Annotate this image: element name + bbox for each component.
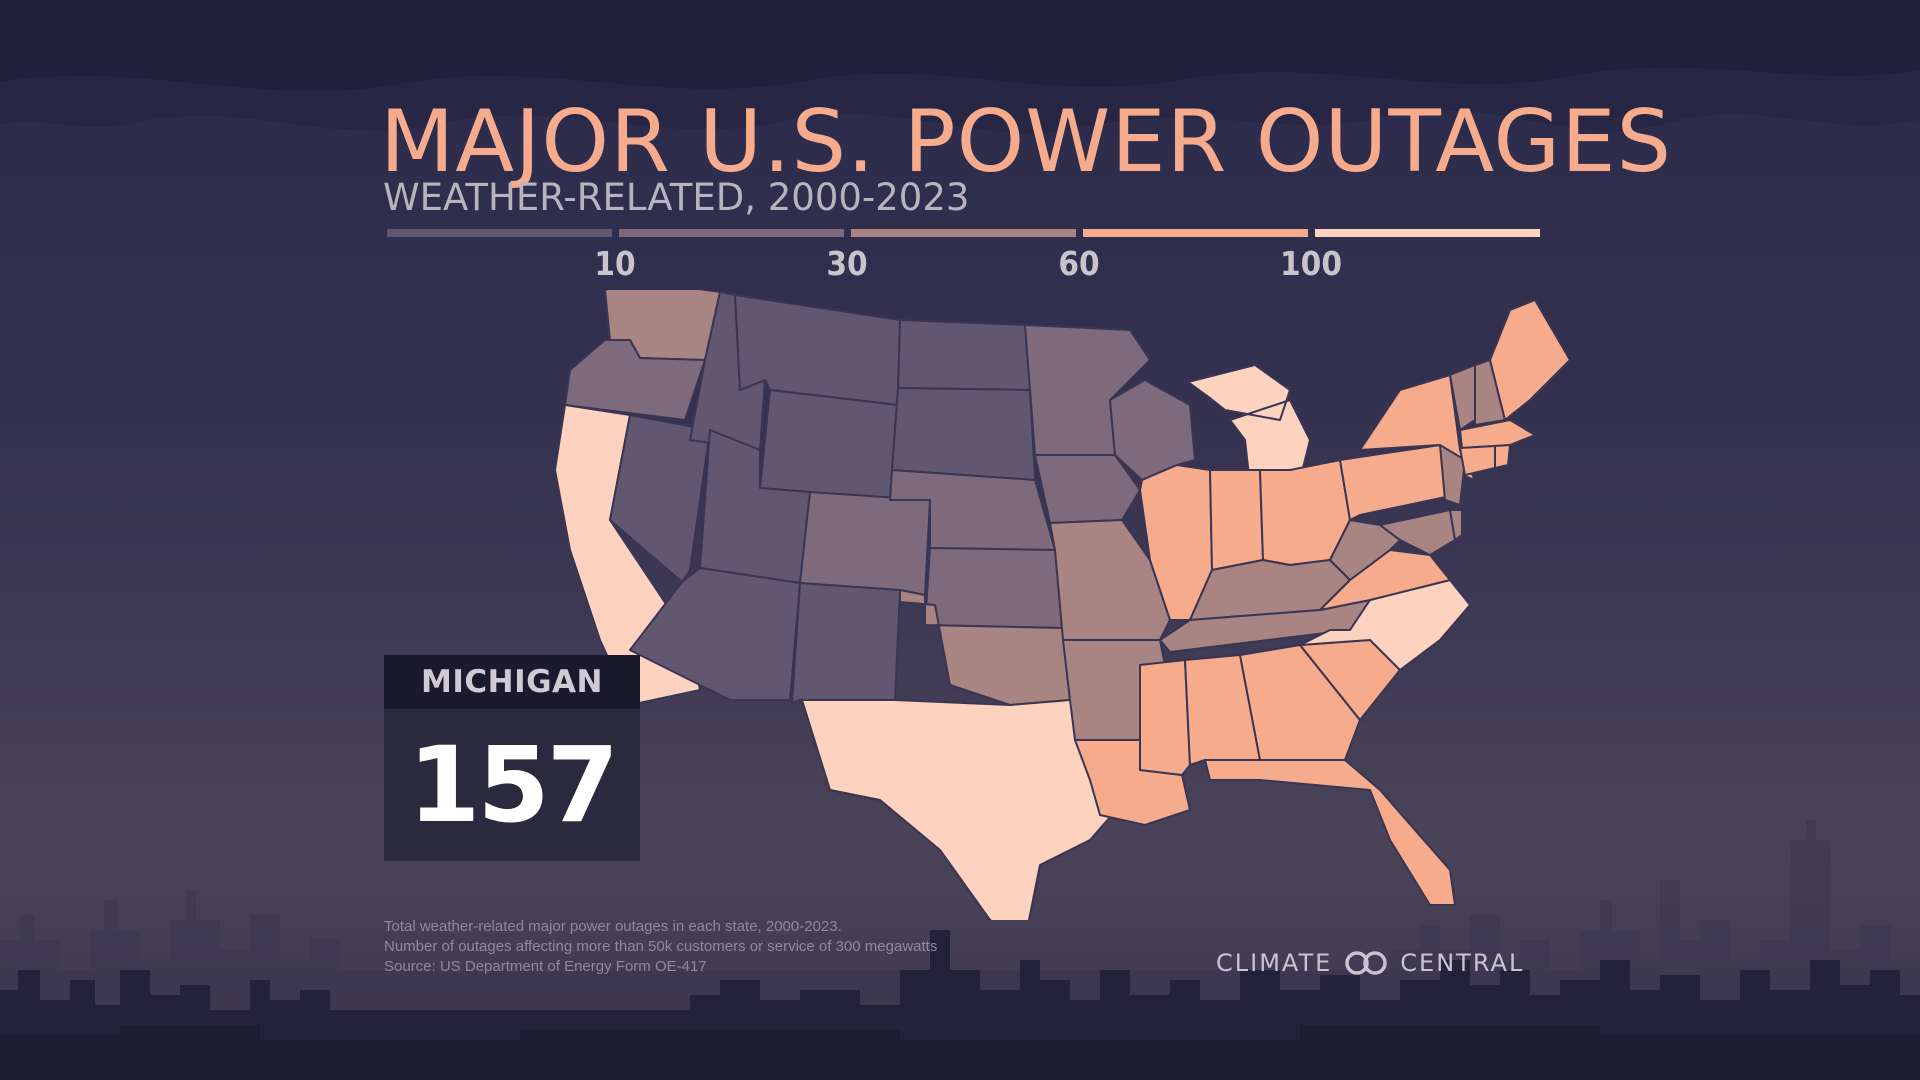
state-ct[interactable] (1459, 445, 1496, 476)
chart-title: MAJOR U.S. POWER OUTAGES (380, 92, 1673, 192)
logo-word-right: CENTRAL (1400, 949, 1525, 977)
state-wi[interactable] (1109, 379, 1196, 481)
state-nd[interactable] (897, 319, 1031, 391)
state-fl[interactable] (1204, 759, 1456, 906)
state-ia[interactable] (1034, 454, 1141, 524)
city-skyline (0, 820, 1920, 1080)
legend-bar-4 (1083, 229, 1308, 237)
legend-tick-60: 60 (1058, 244, 1100, 283)
legend-tick-100: 100 (1280, 244, 1342, 283)
footnote-source: Source: US Department of Energy Form OE-… (384, 958, 707, 975)
state-info-box: MICHIGAN 157 (384, 655, 640, 861)
state-name: MICHIGAN (384, 655, 640, 709)
state-md[interactable] (1379, 509, 1456, 556)
state-ma[interactable] (1459, 419, 1536, 449)
cloud-texture (0, 0, 1920, 134)
state-mi[interactable] (1187, 364, 1311, 486)
logo-word-left: CLIMATE (1216, 949, 1333, 977)
footnote-description: Total weather-related major power outage… (384, 918, 842, 935)
state-de[interactable] (1449, 509, 1463, 541)
footnote-definition: Number of outages affecting more than 50… (384, 938, 938, 955)
state-me[interactable] (1489, 299, 1570, 421)
state-or[interactable] (564, 339, 706, 421)
legend-bar-1 (387, 229, 612, 237)
state-nm[interactable] (791, 582, 901, 704)
state-nj[interactable] (1439, 444, 1466, 506)
state-mo[interactable] (1049, 519, 1171, 641)
legend-bar-2 (619, 229, 844, 237)
state-co[interactable] (799, 491, 931, 596)
chart-subtitle: WEATHER-RELATED, 2000-2023 (383, 176, 970, 219)
us-states-map (554, 290, 1570, 920)
legend-bar-5 (1315, 229, 1540, 237)
state-ri[interactable] (1494, 444, 1511, 469)
climate-central-logo: CLIMATE CENTRAL (1216, 949, 1524, 977)
state-in[interactable] (1209, 469, 1264, 571)
state-ks[interactable] (924, 547, 1064, 629)
state-sd[interactable] (891, 387, 1036, 481)
legend-bar-3 (851, 229, 1076, 237)
logo-rings-icon (1345, 951, 1388, 975)
state-wy[interactable] (759, 389, 899, 501)
state-ms[interactable] (1139, 659, 1191, 776)
footnotes: Total weather-related major power outage… (384, 917, 937, 977)
legend-tick-10: 10 (594, 244, 636, 283)
state-value: 157 (384, 709, 640, 861)
state-pa[interactable] (1339, 444, 1456, 521)
legend-tick-30: 30 (826, 244, 868, 283)
state-ga[interactable] (1239, 644, 1361, 761)
